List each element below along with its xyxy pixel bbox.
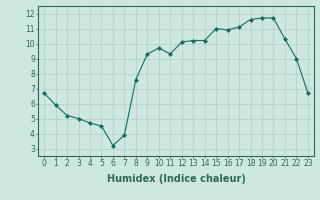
X-axis label: Humidex (Indice chaleur): Humidex (Indice chaleur) bbox=[107, 174, 245, 184]
